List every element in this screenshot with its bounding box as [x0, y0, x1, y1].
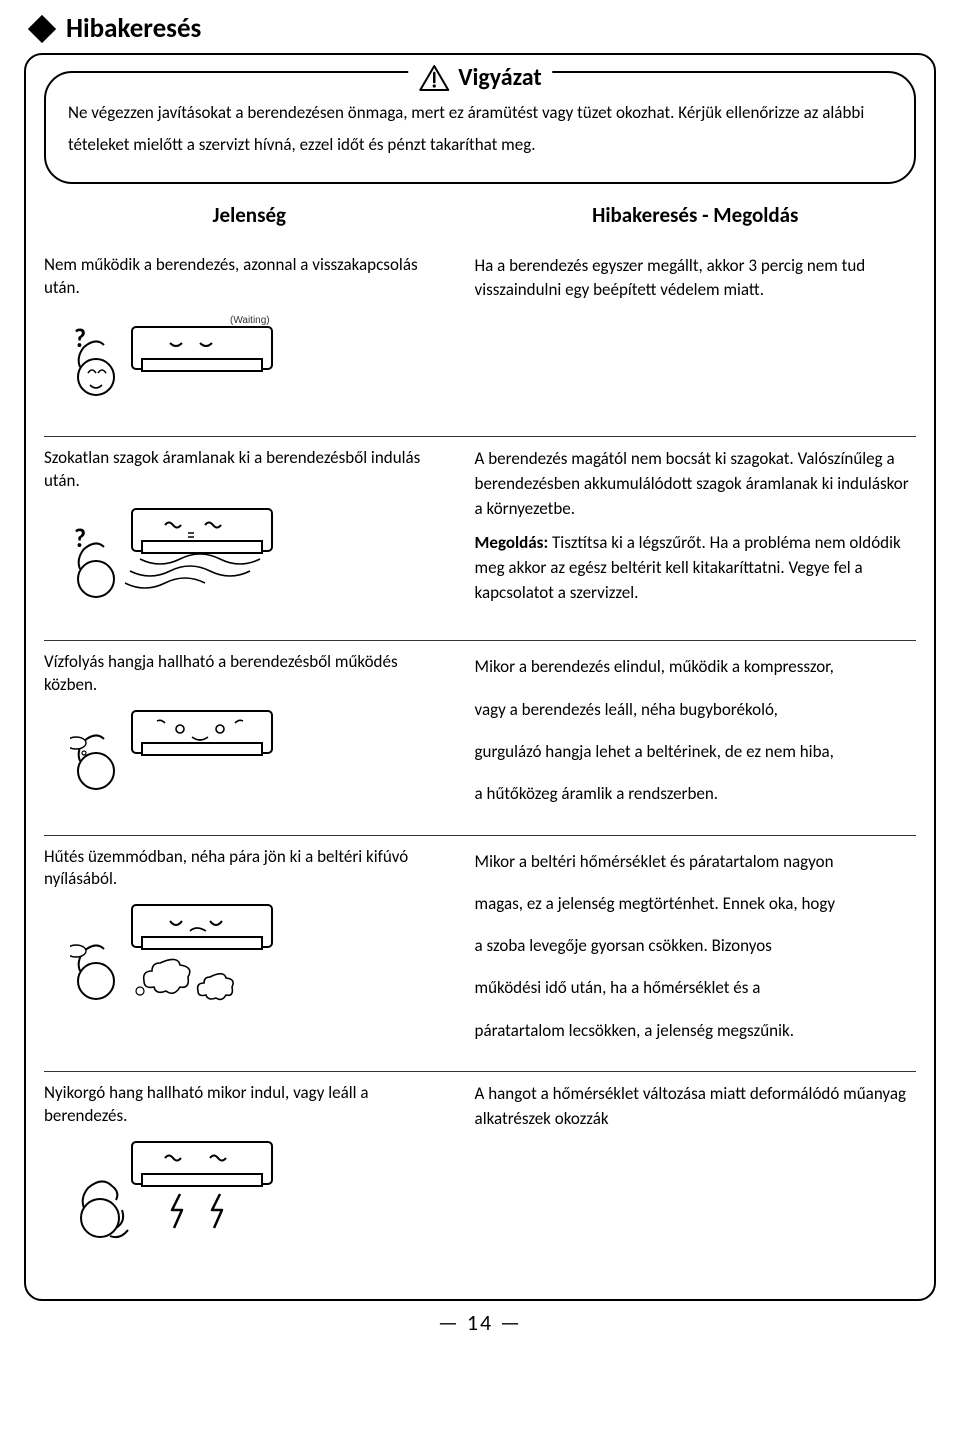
- phenom-text: Szokatlan szagok áramlanak ki a berendez…: [44, 447, 455, 493]
- illustration-mist: [70, 899, 280, 1034]
- table-row: Nem működik a berendezés, azonnal a viss…: [44, 244, 916, 438]
- title-row: Hibakeresés: [24, 12, 936, 45]
- warning-label-wrap: Vigyázat: [408, 55, 552, 101]
- solution-line: vagy a berendezés leáll, néha bugyboréko…: [475, 694, 916, 726]
- phenom-cell: Nem működik a berendezés, azonnal a viss…: [44, 254, 463, 423]
- svg-text:(Waiting): (Waiting): [230, 315, 270, 326]
- table-row: Nyikorgó hang hallható mikor indul, vagy…: [44, 1072, 916, 1275]
- solution-line: Mikor a beltéri hőmérséklet és páratarta…: [475, 846, 916, 878]
- solution-cell: Ha a berendezés egyszer megállt, akkor 3…: [475, 254, 916, 423]
- solution-cell: A hangot a hőmérséklet változása miatt d…: [475, 1082, 916, 1261]
- outer-frame: Vigyázat Ne végezzen javításokat a beren…: [24, 53, 936, 1301]
- header-left: Jelenség: [44, 202, 463, 228]
- page-root: Hibakeresés Vigyázat Ne végezzen javítás…: [0, 0, 960, 1344]
- table-row: Szokatlan szagok áramlanak ki a berendez…: [44, 437, 916, 641]
- solution-line: működési idő után, ha a hőmérséklet és a: [475, 972, 916, 1004]
- table-row: Hűtés üzemmódban, néha pára jön ki a bel…: [44, 836, 916, 1072]
- table-header-row: Jelenség Hibakeresés - Megoldás: [44, 202, 916, 234]
- solution-line: a hűtőközeg áramlik a rendszerben.: [475, 778, 916, 810]
- solution-line: gurgulázó hangja lehet a beltérinek, de …: [475, 736, 916, 768]
- phenom-cell: Nyikorgó hang hallható mikor indul, vagy…: [44, 1082, 463, 1261]
- solution-cell: Mikor a beltéri hőmérséklet és páratarta…: [475, 846, 916, 1057]
- svg-text:?: ?: [74, 322, 86, 354]
- solution-cell: Mikor a berendezés elindul, működik a ko…: [475, 651, 916, 820]
- solution-text: Ha a berendezés egyszer megállt, akkor 3…: [475, 254, 916, 303]
- page-title: Hibakeresés: [66, 12, 201, 45]
- solution-line: a szoba levegője gyorsan csökken. Bizony…: [475, 930, 916, 962]
- warning-triangle-icon: [418, 64, 450, 92]
- phenom-text: Vízfolyás hangja hallható a berendezésbő…: [44, 651, 455, 697]
- warning-label-text: Vigyázat: [458, 55, 542, 101]
- illustration-water-sound: [70, 705, 280, 810]
- header-right: Hibakeresés - Megoldás: [475, 202, 916, 228]
- phenom-text: Nem működik a berendezés, azonnal a viss…: [44, 254, 455, 300]
- phenom-cell: Szokatlan szagok áramlanak ki a berendez…: [44, 447, 463, 626]
- diamond-icon: [28, 14, 56, 42]
- solution-cell: A berendezés magától nem bocsát ki szago…: [475, 447, 916, 626]
- warning-text: Ne végezzen javításokat a berendezésen ö…: [68, 97, 892, 162]
- solution-line: páratartalom lecsökken, a jelenség megsz…: [475, 1015, 916, 1047]
- illustration-waiting: (Waiting) ?: [70, 307, 280, 422]
- solution-text: A berendezés magától nem bocsát ki szago…: [475, 447, 916, 521]
- illustration-smell: ?: [70, 501, 280, 626]
- solution-line: Mikor a berendezés elindul, működik a ko…: [475, 651, 916, 683]
- table-row: Vízfolyás hangja hallható a berendezésbő…: [44, 641, 916, 835]
- solution-bold: Megoldás:: [475, 532, 549, 553]
- phenom-cell: Hűtés üzemmódban, néha pára jön ki a bel…: [44, 846, 463, 1057]
- phenom-cell: Vízfolyás hangja hallható a berendezésbő…: [44, 651, 463, 820]
- svg-text:?: ?: [74, 522, 86, 554]
- phenom-text: Nyikorgó hang hallható mikor indul, vagy…: [44, 1082, 455, 1128]
- illustration-creak: [70, 1136, 280, 1261]
- solution-line: magas, ez a jelenség megtörténhet. Ennek…: [475, 888, 916, 920]
- phenom-text: Hűtés üzemmódban, néha pára jön ki a bel…: [44, 846, 455, 892]
- page-number-value: 14: [467, 1309, 493, 1336]
- solution-text: A hangot a hőmérséklet változása miatt d…: [475, 1082, 916, 1131]
- solution-text-2: Megoldás: Tisztítsa ki a légszűrőt. Ha a…: [475, 531, 916, 605]
- warning-box: Vigyázat Ne végezzen javításokat a beren…: [44, 71, 916, 184]
- page-number: — 14 —: [24, 1309, 936, 1336]
